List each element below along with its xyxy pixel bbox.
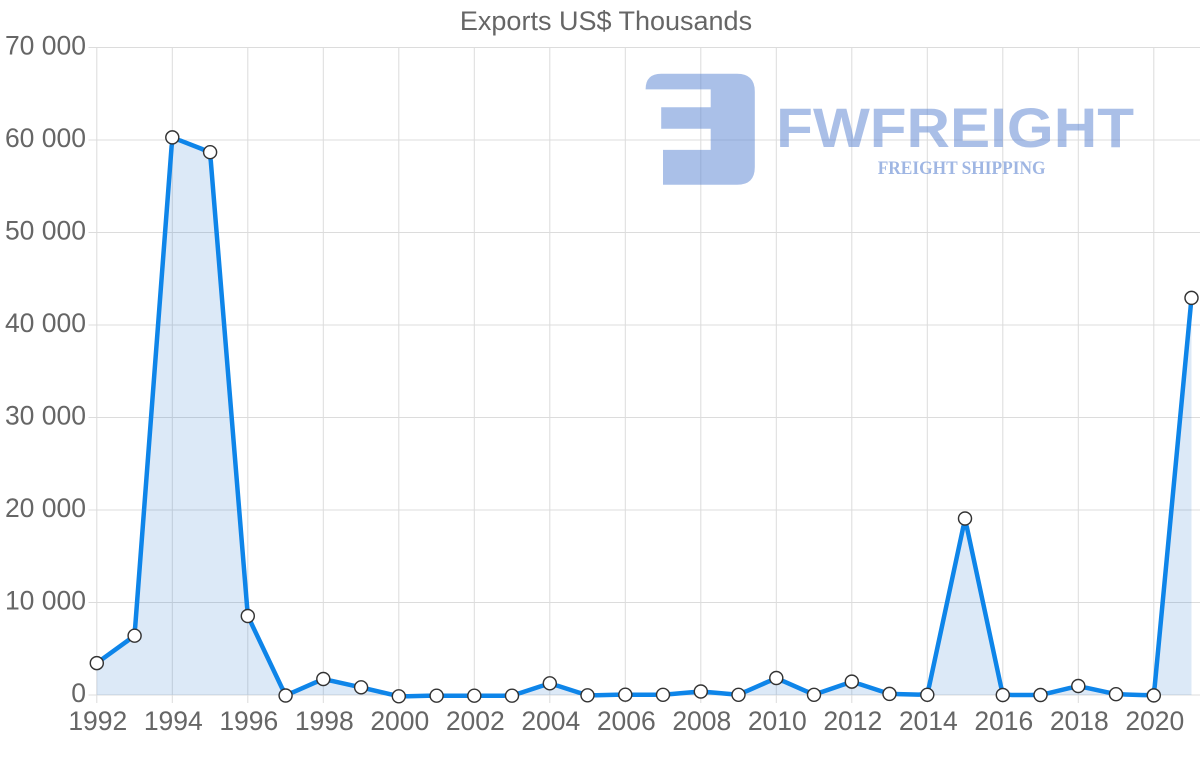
- svg-text:2010: 2010: [748, 706, 807, 736]
- svg-text:20 000: 20 000: [5, 493, 86, 523]
- svg-text:0: 0: [71, 678, 86, 708]
- svg-text:Exports US$ Thousands: Exports US$ Thousands: [460, 6, 752, 36]
- svg-text:2014: 2014: [899, 706, 958, 736]
- svg-text:2008: 2008: [672, 706, 731, 736]
- svg-text:FWFREIGHT: FWFREIGHT: [776, 96, 1134, 159]
- svg-text:70 000: 70 000: [5, 31, 86, 61]
- svg-text:1998: 1998: [295, 706, 354, 736]
- svg-text:40 000: 40 000: [5, 308, 86, 338]
- svg-text:2018: 2018: [1050, 706, 1109, 736]
- svg-text:2000: 2000: [370, 706, 429, 736]
- svg-text:FREIGHT SHIPPING: FREIGHT SHIPPING: [878, 158, 1046, 179]
- svg-text:2004: 2004: [521, 706, 580, 736]
- svg-text:30 000: 30 000: [5, 401, 86, 431]
- svg-text:2020: 2020: [1125, 706, 1184, 736]
- svg-text:1992: 1992: [68, 706, 127, 736]
- svg-text:60 000: 60 000: [5, 123, 86, 153]
- svg-text:10 000: 10 000: [5, 586, 86, 616]
- svg-text:2006: 2006: [597, 706, 656, 736]
- svg-text:1994: 1994: [144, 706, 203, 736]
- svg-text:1996: 1996: [219, 706, 278, 736]
- svg-text:2016: 2016: [974, 706, 1033, 736]
- svg-text:2002: 2002: [446, 706, 505, 736]
- svg-text:2012: 2012: [823, 706, 882, 736]
- svg-text:50 000: 50 000: [5, 216, 86, 246]
